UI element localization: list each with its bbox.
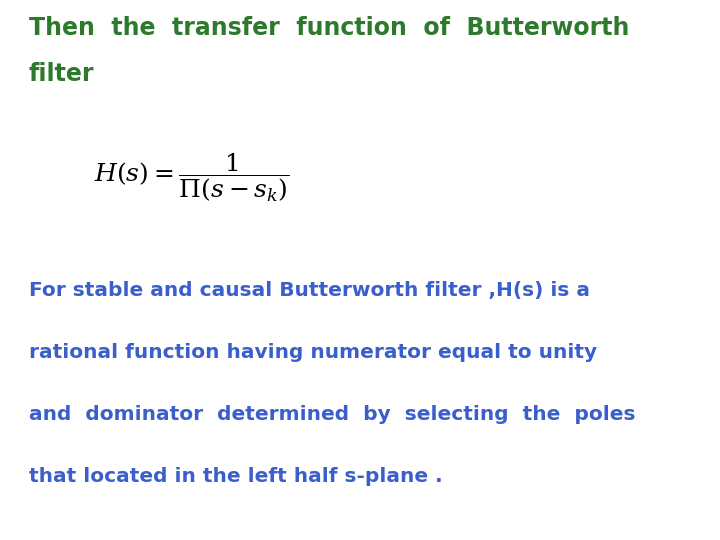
- Text: rational function having numerator equal to unity: rational function having numerator equal…: [29, 343, 597, 362]
- Text: that located in the left half s-plane .: that located in the left half s-plane .: [29, 467, 442, 486]
- Text: Then  the  transfer  function  of  Butterworth: Then the transfer function of Butterwort…: [29, 16, 629, 40]
- Text: and  dominator  determined  by  selecting  the  poles: and dominator determined by selecting th…: [29, 405, 635, 424]
- Text: filter: filter: [29, 62, 94, 86]
- Text: For stable and causal Butterworth filter ,H(s) is a: For stable and causal Butterworth filter…: [29, 281, 590, 300]
- Text: $\mathit{H}(\mathit{s}) = \dfrac{1}{\Pi(\mathit{s}-\mathit{s}_{\mathit{k}})}$: $\mathit{H}(\mathit{s}) = \dfrac{1}{\Pi(…: [94, 151, 289, 204]
